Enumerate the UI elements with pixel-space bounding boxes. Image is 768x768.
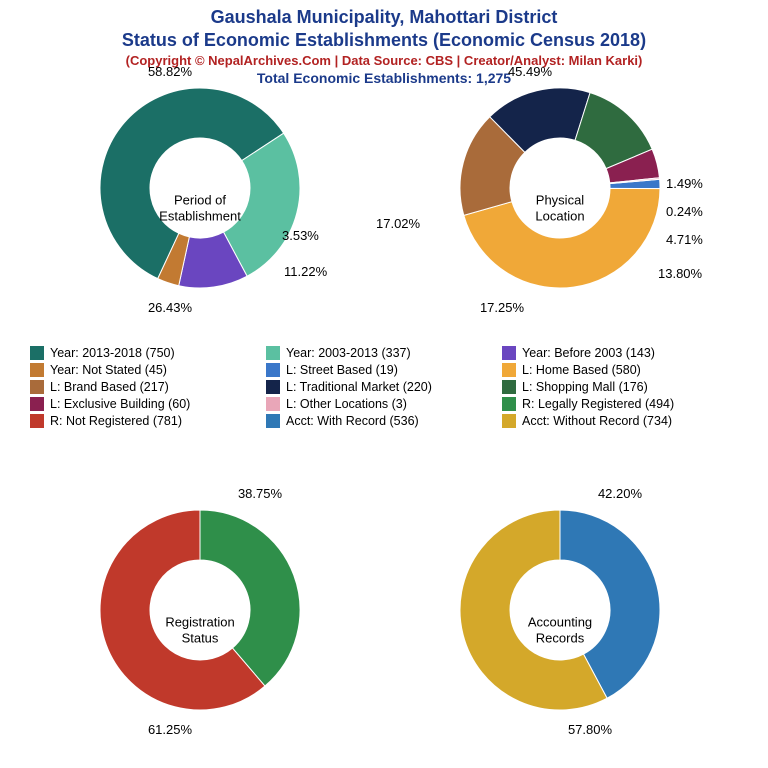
legend-swatch	[502, 363, 516, 377]
pct-label: 45.49%	[508, 64, 552, 79]
legend-text: Year: Not Stated (45)	[50, 363, 167, 377]
donut-center-label: RegistrationStatus	[150, 614, 250, 645]
legend-item: L: Shopping Mall (176)	[502, 380, 738, 394]
legend-swatch	[30, 414, 44, 428]
legend-item: L: Home Based (580)	[502, 363, 738, 377]
pct-label: 17.02%	[376, 216, 420, 231]
pct-label: 57.80%	[568, 722, 612, 737]
legend-swatch	[502, 397, 516, 411]
copyright-line: (Copyright © NepalArchives.Com | Data So…	[0, 53, 768, 68]
legend-swatch	[30, 380, 44, 394]
legend-item: Year: Not Stated (45)	[30, 363, 266, 377]
legend-swatch	[266, 414, 280, 428]
legend-item: Year: 2013-2018 (750)	[30, 346, 266, 360]
legend-swatch	[30, 346, 44, 360]
legend-text: L: Shopping Mall (176)	[522, 380, 648, 394]
legend-item: Acct: With Record (536)	[266, 414, 502, 428]
top-charts-row: Period ofEstablishment58.82%26.43%11.22%…	[0, 78, 768, 338]
pct-label: 11.22%	[284, 264, 327, 279]
legend-swatch	[266, 397, 280, 411]
legend-text: Acct: Without Record (734)	[522, 414, 672, 428]
legend-text: R: Legally Registered (494)	[522, 397, 674, 411]
legend-text: L: Exclusive Building (60)	[50, 397, 190, 411]
pct-label: 4.71%	[666, 232, 703, 247]
legend-text: L: Street Based (19)	[286, 363, 398, 377]
legend-item: L: Traditional Market (220)	[266, 380, 502, 394]
legend-swatch	[502, 346, 516, 360]
legend-swatch	[266, 363, 280, 377]
chart-header: Gaushala Municipality, Mahottari Distric…	[0, 0, 768, 86]
legend-swatch	[266, 380, 280, 394]
legend-item: L: Brand Based (217)	[30, 380, 266, 394]
legend-text: L: Brand Based (217)	[50, 380, 169, 394]
donut-location: PhysicalLocation1.49%45.49%17.02%17.25%1…	[430, 78, 690, 338]
legend-item: R: Not Registered (781)	[30, 414, 266, 428]
legend-item: L: Street Based (19)	[266, 363, 502, 377]
legend-text: Year: 2013-2018 (750)	[50, 346, 175, 360]
legend-swatch	[502, 380, 516, 394]
pct-label: 58.82%	[148, 64, 192, 79]
pct-label: 1.49%	[666, 176, 703, 191]
legend-text: R: Not Registered (781)	[50, 414, 182, 428]
legend-swatch	[266, 346, 280, 360]
donut-center-label: Period ofEstablishment	[150, 192, 250, 223]
legend-text: Year: 2003-2013 (337)	[286, 346, 411, 360]
legend-item: Year: 2003-2013 (337)	[266, 346, 502, 360]
pct-label: 38.75%	[238, 486, 282, 501]
donut-center-label: PhysicalLocation	[510, 192, 610, 223]
legend: Year: 2013-2018 (750) Year: 2003-2013 (33…	[30, 346, 738, 431]
legend-item: L: Exclusive Building (60)	[30, 397, 266, 411]
legend-text: L: Traditional Market (220)	[286, 380, 432, 394]
bottom-charts-row: RegistrationStatus38.75%61.25% Accountin…	[0, 500, 768, 760]
legend-text: L: Other Locations (3)	[286, 397, 407, 411]
pct-label: 3.53%	[282, 228, 319, 243]
legend-swatch	[30, 363, 44, 377]
donut-registration: RegistrationStatus38.75%61.25%	[70, 500, 330, 760]
legend-text: Year: Before 2003 (143)	[522, 346, 655, 360]
donut-center-label: AccountingRecords	[510, 614, 610, 645]
title-line-2: Status of Economic Establishments (Econo…	[0, 29, 768, 52]
pct-label: 26.43%	[148, 300, 192, 315]
pct-label: 17.25%	[480, 300, 524, 315]
legend-item: R: Legally Registered (494)	[502, 397, 738, 411]
donut-period: Period ofEstablishment58.82%26.43%11.22%…	[70, 78, 330, 338]
legend-text: L: Home Based (580)	[522, 363, 641, 377]
legend-swatch	[502, 414, 516, 428]
legend-item: Acct: Without Record (734)	[502, 414, 738, 428]
legend-swatch	[30, 397, 44, 411]
pct-label: 61.25%	[148, 722, 192, 737]
donut-accounting: AccountingRecords42.20%57.80%	[430, 500, 690, 760]
legend-item: L: Other Locations (3)	[266, 397, 502, 411]
legend-text: Acct: With Record (536)	[286, 414, 419, 428]
legend-item: Year: Before 2003 (143)	[502, 346, 738, 360]
pct-label: 0.24%	[666, 204, 703, 219]
pct-label: 42.20%	[598, 486, 642, 501]
title-line-1: Gaushala Municipality, Mahottari Distric…	[0, 6, 768, 29]
pct-label: 13.80%	[658, 266, 702, 281]
